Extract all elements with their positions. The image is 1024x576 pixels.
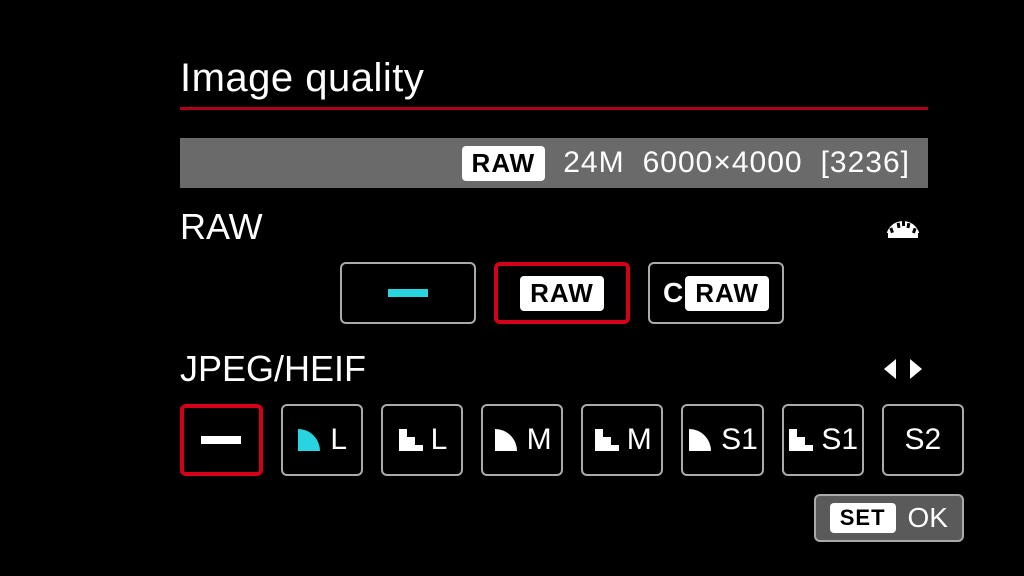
status-format-badge: RAW: [462, 146, 546, 181]
raw-section-label: RAW: [180, 206, 263, 248]
raw-option-raw[interactable]: RAW: [494, 262, 630, 324]
quality-fine-icon: [296, 423, 326, 458]
jpeg-option-fine-M[interactable]: M: [481, 404, 563, 476]
quality-fine-icon: [493, 423, 523, 458]
jpeg-option-fine-L[interactable]: L: [281, 404, 363, 476]
jpeg-section-label: JPEG/HEIF: [180, 348, 366, 390]
status-bar: RAW 24M 6000×4000 [3236]: [180, 138, 928, 188]
size-label: L: [431, 423, 448, 457]
size-label: S2: [905, 423, 942, 457]
size-label: S1: [821, 423, 858, 457]
page-title: Image quality: [60, 56, 964, 107]
ok-label: OK: [908, 502, 948, 534]
status-resolution: 6000×4000: [643, 146, 803, 180]
title-divider: [180, 107, 928, 110]
jpeg-option-normal-L[interactable]: L: [381, 404, 463, 476]
status-megapixels: 24M: [563, 146, 624, 180]
size-label: S1: [721, 423, 758, 457]
jpeg-option-fine-S1[interactable]: S1: [681, 404, 763, 476]
jpeg-option-normal-S1[interactable]: S1: [782, 404, 864, 476]
quality-normal-icon: [593, 423, 623, 458]
set-badge: SET: [830, 503, 896, 533]
quality-normal-icon: [787, 423, 817, 458]
dash-icon: [388, 289, 428, 297]
nav-arrows-icon: [882, 357, 924, 381]
quality-normal-icon: [397, 423, 427, 458]
dial-icon: [882, 216, 924, 238]
jpeg-option-S2[interactable]: S2: [882, 404, 964, 476]
craw-label: CRAW: [663, 276, 769, 311]
size-label: M: [627, 423, 652, 457]
size-label: L: [330, 423, 347, 457]
jpeg-option-row: L L M M S1 S1 S2: [180, 404, 964, 476]
quality-fine-icon: [687, 423, 717, 458]
dash-icon: [201, 436, 241, 444]
jpeg-option-normal-M[interactable]: M: [581, 404, 663, 476]
raw-option-row: RAW CRAW: [340, 262, 964, 324]
raw-option-none[interactable]: [340, 262, 476, 324]
raw-option-craw[interactable]: CRAW: [648, 262, 784, 324]
status-shots-remaining: [3236]: [821, 146, 910, 180]
size-label: M: [527, 423, 552, 457]
jpeg-option-none[interactable]: [180, 404, 263, 476]
set-ok-button[interactable]: SET OK: [814, 494, 964, 542]
raw-badge: RAW: [520, 276, 604, 311]
